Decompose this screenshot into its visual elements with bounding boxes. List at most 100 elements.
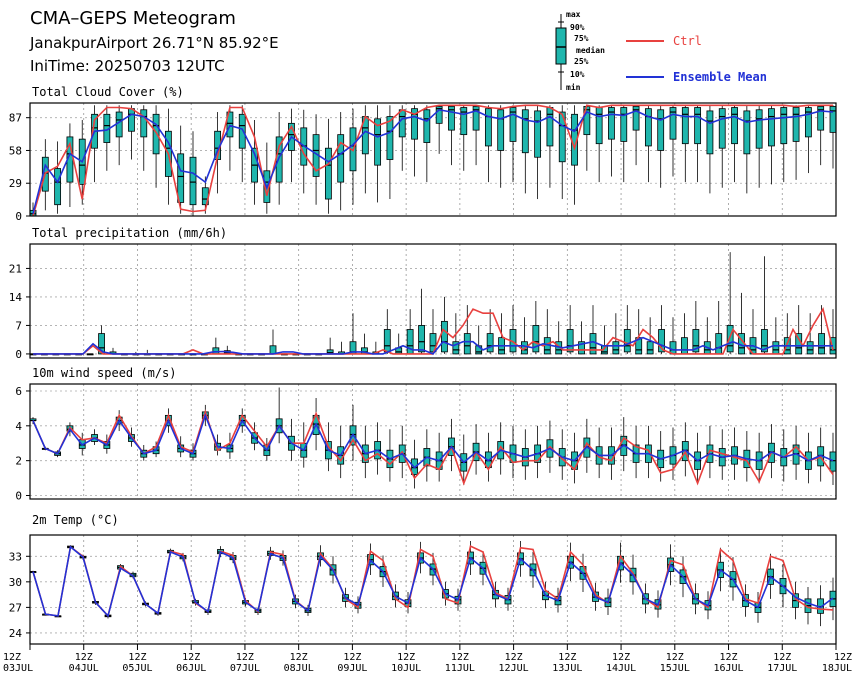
legend-mean-label: Ensemble Mean bbox=[673, 70, 767, 84]
box-iqr bbox=[817, 105, 825, 131]
ensemble-box bbox=[263, 142, 271, 214]
box-iqr bbox=[418, 325, 425, 353]
box-iqr bbox=[706, 110, 714, 155]
init-time-label: IniTime: 20250703 12UTC bbox=[30, 57, 225, 75]
ensemble-box bbox=[694, 105, 702, 183]
ensemble-box bbox=[761, 256, 768, 354]
box-iqr bbox=[731, 107, 738, 145]
ensemble-box bbox=[472, 424, 480, 475]
ensemble-box bbox=[595, 427, 603, 479]
ensemble-box bbox=[29, 417, 37, 425]
ensemble-box bbox=[657, 431, 665, 482]
box-iqr bbox=[646, 341, 654, 355]
ensemble-box bbox=[349, 404, 357, 461]
box-iqr bbox=[463, 333, 471, 355]
x-hour-label: 12Z bbox=[290, 652, 308, 663]
ensemble-box bbox=[792, 425, 800, 480]
x-date-label: 15JUL bbox=[660, 663, 690, 674]
x-hour-label: 12Z bbox=[128, 652, 146, 663]
box-iqr bbox=[128, 108, 135, 132]
box-iqr bbox=[612, 341, 620, 355]
legend-box-label: 75% bbox=[574, 34, 589, 43]
x-hour-label: 12Z bbox=[505, 652, 523, 663]
ensemble-box bbox=[608, 105, 615, 177]
panel-frame bbox=[29, 383, 837, 500]
x-date-label: 09JUL bbox=[337, 663, 367, 674]
ctrl-line bbox=[32, 409, 834, 486]
box-iqr bbox=[238, 113, 246, 149]
box-iqr bbox=[532, 325, 540, 353]
panel-frame bbox=[29, 102, 837, 217]
y-tick-label: 58 bbox=[9, 144, 22, 157]
x-hour-label: 12Z bbox=[666, 652, 684, 663]
legend-box-label: median bbox=[576, 45, 605, 55]
box-iqr bbox=[755, 109, 763, 149]
box-iqr bbox=[644, 108, 652, 147]
box-iqr bbox=[189, 156, 197, 206]
legend-box-label: 10% bbox=[570, 70, 585, 79]
ensemble-box bbox=[731, 427, 738, 480]
ensemble-box bbox=[772, 317, 780, 355]
ensemble-box bbox=[768, 424, 775, 479]
y-tick-label: 14 bbox=[9, 291, 23, 304]
y-tick-label: 29 bbox=[9, 177, 22, 190]
ensemble-box bbox=[128, 105, 135, 160]
ensemble-box bbox=[383, 309, 391, 354]
y-tick-label: 7 bbox=[15, 319, 22, 332]
box-iqr bbox=[681, 337, 688, 355]
box-iqr bbox=[383, 329, 391, 353]
legend: max 90% 75% median 25% 10% min Ctrl Ensemble Mea… bbox=[555, 10, 767, 92]
x-hour-label: 12Z bbox=[182, 652, 200, 663]
x-date-label: 12JUL bbox=[499, 663, 529, 674]
x-date-label: 03JUL bbox=[3, 663, 33, 674]
x-hour-label: 12Z bbox=[3, 652, 21, 663]
ensemble-box bbox=[532, 301, 540, 354]
box-iqr bbox=[452, 341, 460, 355]
ensemble-box bbox=[558, 429, 566, 480]
legend-box-label: min bbox=[566, 82, 581, 92]
ensemble-box bbox=[768, 105, 775, 185]
x-date-label: 17JUL bbox=[767, 663, 797, 674]
legend-ctrl-label: Ctrl bbox=[673, 34, 702, 48]
y-tick-label: 0 bbox=[15, 210, 22, 223]
y-tick-label: 2 bbox=[15, 455, 22, 468]
panel-1: Total Cloud Cover (%) 0 29 58 87 bbox=[9, 85, 837, 223]
ensemble-box bbox=[484, 432, 492, 482]
box-iqr bbox=[374, 118, 382, 166]
box-iqr bbox=[140, 109, 148, 138]
ensemble-box bbox=[795, 305, 803, 355]
ensemble-box bbox=[792, 105, 800, 180]
box-iqr bbox=[509, 107, 517, 142]
panel-title: 2m Temp (°C) bbox=[32, 513, 119, 527]
ensemble-box bbox=[726, 252, 734, 354]
x-date-label: 18JUL bbox=[822, 663, 852, 674]
panel-title: Total Cloud Cover (%) bbox=[32, 85, 184, 99]
x-axis: 12Z03JUL12Z04JUL12Z05JUL12Z06JUL12Z07JUL… bbox=[3, 644, 852, 674]
box-iqr bbox=[226, 111, 234, 138]
panel-title: 10m wind speed (m/s) bbox=[32, 366, 177, 380]
ensemble-box bbox=[571, 105, 578, 205]
x-hour-label: 12Z bbox=[720, 652, 738, 663]
ensemble-box bbox=[395, 333, 403, 355]
ensemble-box bbox=[644, 425, 652, 479]
box-iqr bbox=[386, 116, 394, 160]
ensemble-box bbox=[269, 329, 277, 355]
panel-frame bbox=[29, 243, 837, 359]
x-hour-label: 12Z bbox=[834, 652, 852, 663]
ensemble-box bbox=[349, 108, 357, 205]
legend-box-label: 90% bbox=[570, 23, 585, 32]
ensemble-box bbox=[509, 425, 517, 479]
box-iqr bbox=[806, 341, 814, 355]
ensemble-box bbox=[509, 105, 517, 183]
x-date-label: 16JUL bbox=[713, 663, 743, 674]
x-hour-label: 12Z bbox=[558, 652, 576, 663]
box-iqr bbox=[829, 105, 837, 133]
ensemble-box bbox=[361, 425, 369, 479]
panel-frame bbox=[29, 534, 837, 645]
box-iqr bbox=[595, 107, 603, 145]
ensemble-box bbox=[435, 105, 443, 154]
ensemble-box bbox=[817, 105, 825, 166]
ensemble-box bbox=[288, 108, 295, 183]
ensemble-box bbox=[632, 105, 640, 166]
box-iqr bbox=[521, 109, 529, 154]
